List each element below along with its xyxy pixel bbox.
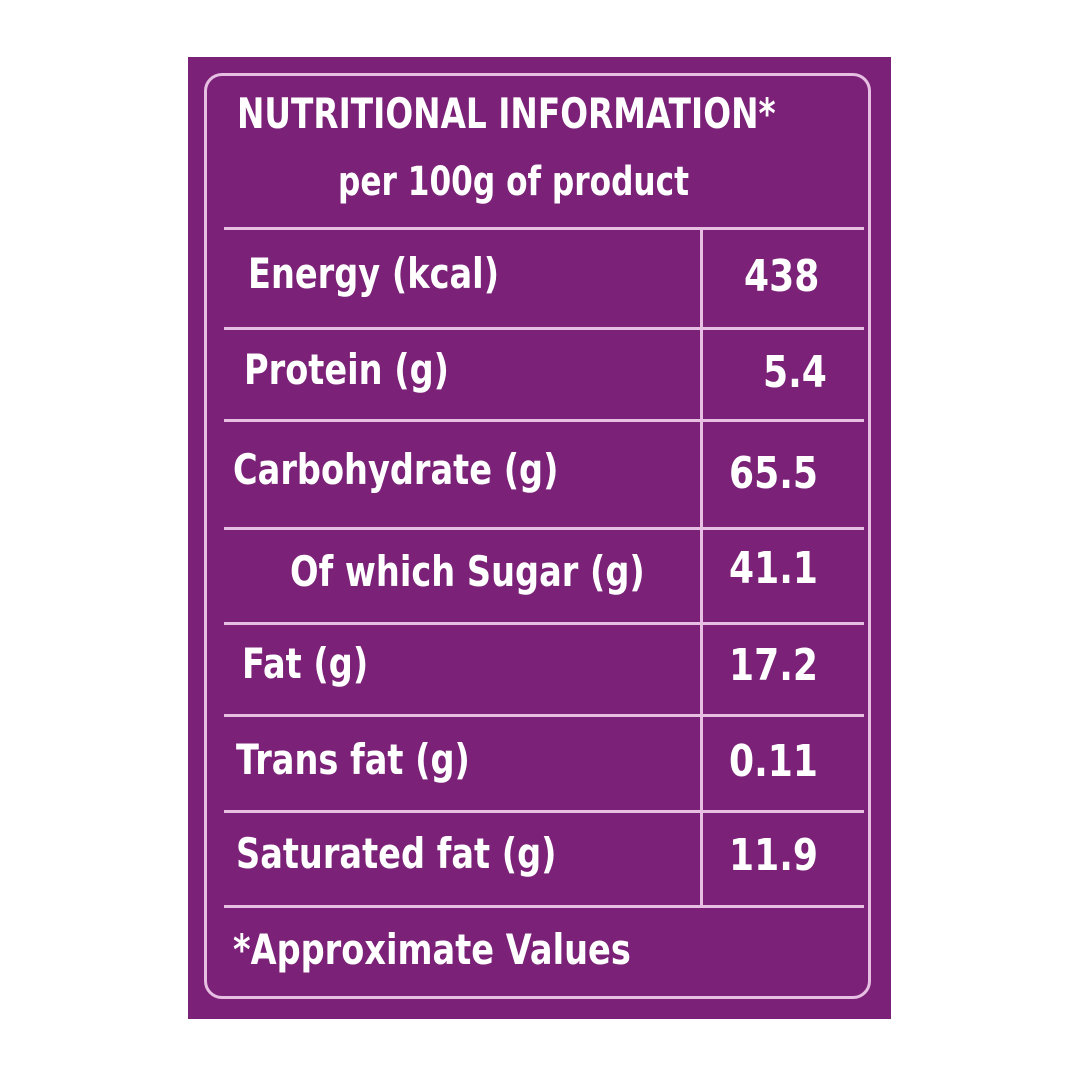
row-label-carbohydrate: Carbohydrate (g) xyxy=(233,445,559,494)
row-label-energy: Energy (kcal) xyxy=(248,249,500,298)
row-value-trans-fat: 0.11 xyxy=(729,736,819,787)
divider xyxy=(224,527,864,530)
footnote: *Approximate Values xyxy=(233,925,631,974)
divider xyxy=(224,810,864,813)
divider xyxy=(224,419,864,422)
panel-subtitle: per 100g of product xyxy=(338,159,690,205)
row-value-protein: 5.4 xyxy=(763,347,827,398)
column-divider xyxy=(700,230,703,905)
row-value-saturated-fat: 11.9 xyxy=(729,830,819,881)
divider xyxy=(224,905,864,908)
row-value-sugar: 41.1 xyxy=(729,543,819,594)
divider xyxy=(224,327,864,330)
divider xyxy=(224,227,864,230)
row-value-carbohydrate: 65.5 xyxy=(729,448,819,499)
divider xyxy=(224,622,864,625)
divider xyxy=(224,714,864,717)
row-value-energy: 438 xyxy=(744,251,820,302)
row-value-fat: 17.2 xyxy=(729,640,819,691)
panel-border xyxy=(204,73,871,999)
panel-title: NUTRITIONAL INFORMATION* xyxy=(237,89,776,138)
row-label-protein: Protein (g) xyxy=(244,345,450,394)
row-label-trans-fat: Trans fat (g) xyxy=(236,735,470,784)
nutrition-panel: NUTRITIONAL INFORMATION* per 100g of pro… xyxy=(188,57,891,1019)
row-label-fat: Fat (g) xyxy=(242,639,369,688)
row-label-sugar: Of which Sugar (g) xyxy=(290,547,645,596)
row-label-saturated-fat: Saturated fat (g) xyxy=(236,829,557,878)
